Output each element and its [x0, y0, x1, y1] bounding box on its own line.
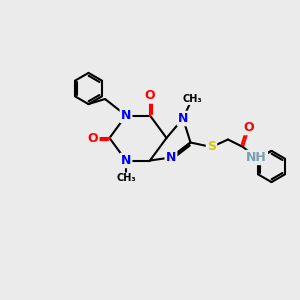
Text: N: N [178, 112, 188, 125]
Text: NH: NH [246, 151, 267, 164]
Text: S: S [207, 140, 216, 154]
Text: N: N [121, 154, 131, 167]
Text: O: O [145, 89, 155, 103]
Text: O: O [244, 121, 254, 134]
Text: O: O [88, 131, 98, 145]
Text: N: N [121, 109, 131, 122]
Text: CH₃: CH₃ [116, 173, 136, 184]
Text: CH₃: CH₃ [182, 94, 202, 104]
Text: N: N [166, 151, 176, 164]
